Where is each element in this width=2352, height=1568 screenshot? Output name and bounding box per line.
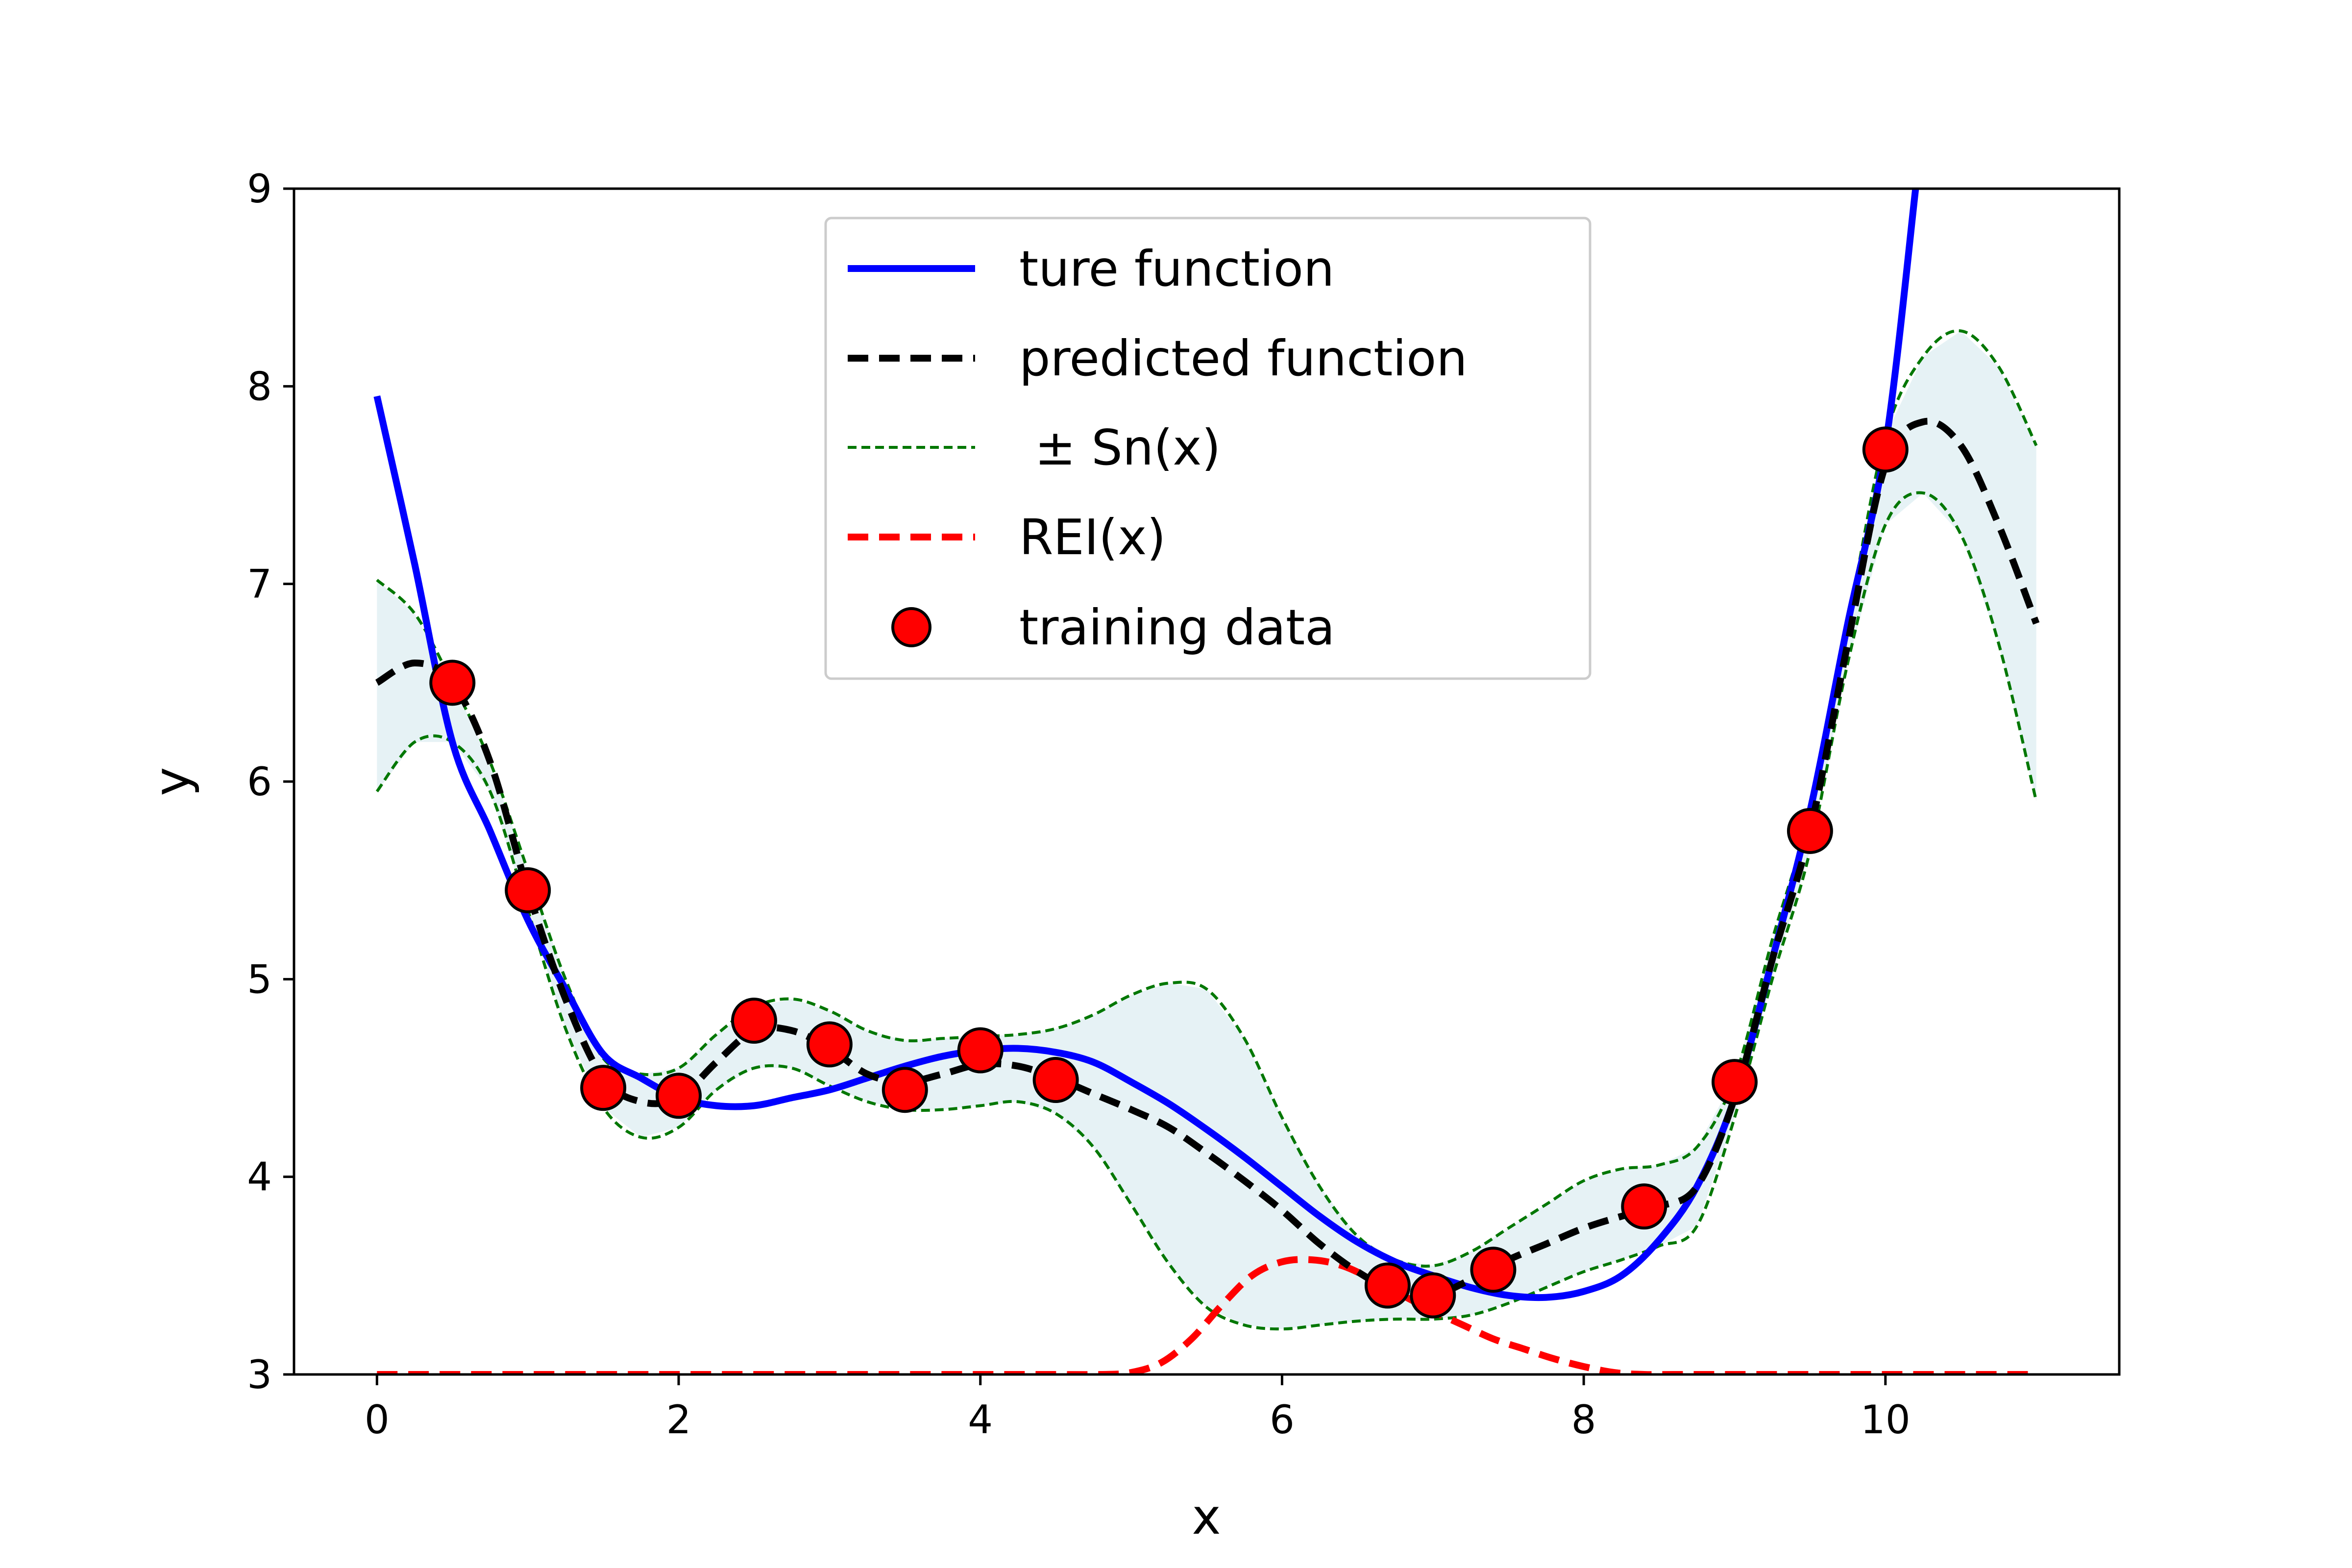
legend-label-true: ture function [1019,240,1334,297]
training-point [1787,808,1833,854]
y-tick-label: 7 [247,562,272,607]
x-axis-label: x [1192,1488,1221,1545]
legend-label-predicted: predicted function [1019,330,1468,387]
training-point [1711,1059,1758,1105]
legend-handle-training [891,607,931,647]
training-points [429,426,1909,1319]
y-axis-label: y [143,767,200,796]
y-tick-label: 8 [247,364,272,409]
x-tick-label: 8 [1571,1397,1596,1443]
training-point [1410,1272,1456,1319]
training-point [1032,1057,1079,1103]
training-point [731,998,777,1044]
training-point [580,1065,627,1111]
training-point [806,1021,853,1068]
band-lower-line [375,491,2038,1331]
x-tick-label: 4 [968,1397,993,1443]
training-point [1470,1247,1517,1293]
rei-line [377,1256,2036,1374]
legend-label-training: training data [1019,599,1335,656]
training-point [1621,1183,1667,1230]
y-axis: 3 4 5 6 7 8 9 [247,166,294,1397]
training-point [505,867,551,913]
legend: ture function predicted function ± Sn(x)… [824,217,1592,680]
x-tick-label: 2 [666,1397,691,1443]
y-tick-label: 3 [247,1352,272,1397]
y-tick-label: 6 [247,759,272,805]
x-tick-label: 6 [1270,1397,1295,1443]
training-point [429,660,476,706]
training-point [882,1067,928,1113]
legend-label-band: ± Sn(x) [1019,419,1221,476]
y-tick-label: 9 [247,166,272,212]
training-point [656,1073,702,1119]
x-tick-label: 0 [365,1397,390,1443]
training-point [1862,426,1909,473]
legend-label-rei: REI(x) [1019,509,1166,566]
y-tick-label: 4 [247,1154,272,1200]
training-point [1364,1262,1411,1309]
training-point [957,1027,1004,1074]
legend-box [824,217,1592,680]
x-tick-label: 10 [1861,1397,1911,1443]
x-axis: 0 2 4 6 8 10 [365,1374,1911,1443]
y-tick-label: 5 [247,956,272,1002]
